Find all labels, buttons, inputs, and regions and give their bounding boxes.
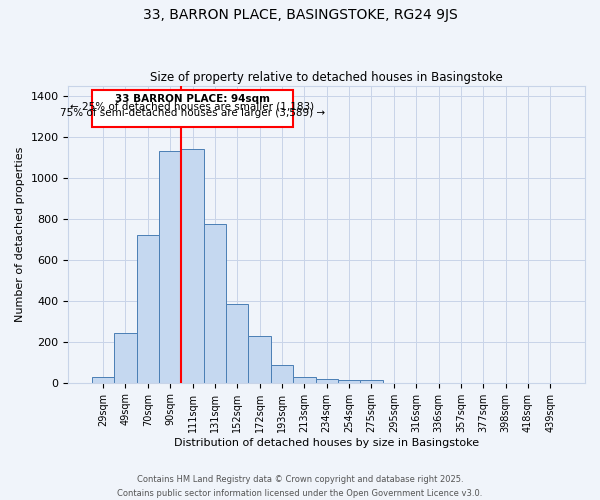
X-axis label: Distribution of detached houses by size in Basingstoke: Distribution of detached houses by size … <box>174 438 479 448</box>
Bar <box>271 366 293 382</box>
Text: 33, BARRON PLACE, BASINGSTOKE, RG24 9JS: 33, BARRON PLACE, BASINGSTOKE, RG24 9JS <box>143 8 457 22</box>
Y-axis label: Number of detached properties: Number of detached properties <box>15 146 25 322</box>
Bar <box>159 151 181 382</box>
Bar <box>338 380 360 382</box>
Bar <box>114 332 137 382</box>
Bar <box>248 336 271 382</box>
Bar <box>316 378 338 382</box>
Text: Contains HM Land Registry data © Crown copyright and database right 2025.
Contai: Contains HM Land Registry data © Crown c… <box>118 476 482 498</box>
Text: 75% of semi-detached houses are larger (3,589) →: 75% of semi-detached houses are larger (… <box>60 108 325 118</box>
Bar <box>92 376 114 382</box>
Bar <box>360 380 383 382</box>
Text: 33 BARRON PLACE: 94sqm: 33 BARRON PLACE: 94sqm <box>115 94 270 104</box>
Text: ← 25% of detached houses are smaller (1,183): ← 25% of detached houses are smaller (1,… <box>70 101 314 111</box>
Bar <box>293 376 316 382</box>
Bar <box>204 224 226 382</box>
Bar <box>137 235 159 382</box>
Bar <box>226 304 248 382</box>
Title: Size of property relative to detached houses in Basingstoke: Size of property relative to detached ho… <box>151 72 503 85</box>
FancyBboxPatch shape <box>92 90 293 126</box>
Bar <box>181 149 204 382</box>
